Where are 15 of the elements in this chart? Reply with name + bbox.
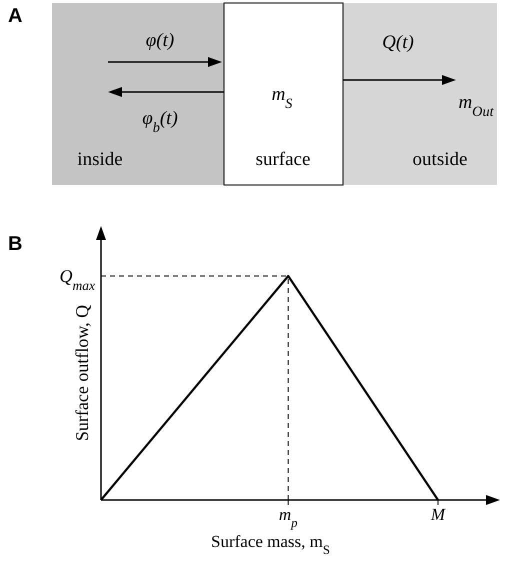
text: φ(t): [146, 30, 174, 51]
x-tick-label: M: [430, 505, 446, 524]
text: φ$_{b}$(t): [142, 108, 178, 136]
x-axis-title: Surface mass, m$_{S}$: [211, 532, 330, 557]
text: outside: [412, 149, 468, 170]
text: inside: [77, 149, 123, 170]
text: Q(t): [382, 32, 414, 53]
text: A: [8, 5, 22, 27]
ref-line-label: Q$_{max}$: [60, 266, 95, 292]
y-axis-title: Surface outflow, Q: [72, 304, 92, 442]
chart-title: B: [8, 233, 22, 255]
text: surface: [256, 149, 310, 170]
x-tick-label: m$_{p}$: [278, 505, 298, 530]
text: m$_{S}$: [272, 84, 292, 112]
text: m$_{Out}$: [458, 92, 495, 120]
